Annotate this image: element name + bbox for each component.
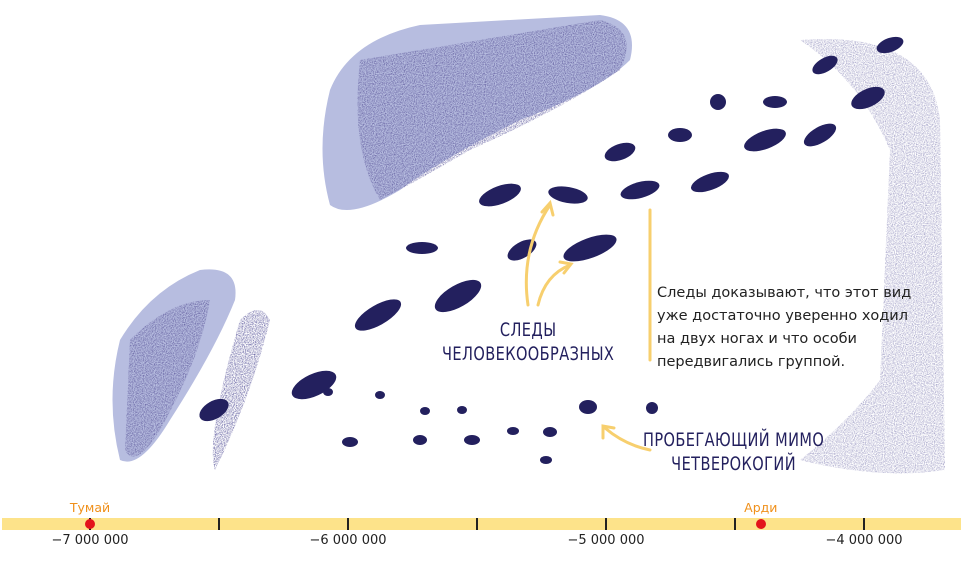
label-line: ПРОБЕГАЮЩИЙ МИМО: [643, 429, 825, 451]
timeline-tick: [347, 518, 349, 530]
quadruped-footprints: [323, 388, 658, 464]
scatter-right: [800, 39, 945, 474]
rock-slab-top: [322, 15, 632, 210]
rock-slab-left: [112, 269, 270, 470]
timeline-tick: [476, 518, 478, 530]
timeline-tick-label: −4 000 000: [825, 533, 903, 548]
timeline-tick: [605, 518, 607, 530]
timeline-tick: [863, 518, 865, 530]
event-marker: [755, 519, 766, 529]
event-label: Арди: [744, 500, 778, 515]
explanation-note: Следы доказывают, что этот вид уже доста…: [657, 285, 912, 370]
timeline-tick: [218, 518, 220, 530]
timeline-tick-label: −5 000 000: [567, 533, 645, 548]
timeline-bar: [2, 518, 961, 530]
label-quadruped: ПРОБЕГАЮЩИЙ МИМО ЧЕТВЕРОКОГИЙ: [643, 428, 824, 476]
timeline-tick-label: −7 000 000: [51, 533, 129, 548]
event-label: Тумай: [69, 500, 111, 515]
label-line: ЧЕЛОВЕКООБРАЗНЫХ: [442, 343, 615, 365]
label-line: СЛЕДЫ: [499, 319, 557, 341]
arrows: [524, 199, 652, 452]
timeline: −7 000 000 −6 000 000 −5 000 000 −4 000 000…: [0, 500, 963, 566]
event-marker: [85, 519, 95, 529]
footprints-illustration: [112, 15, 945, 474]
label-line: ЧЕТВЕРОКОГИЙ: [671, 453, 796, 475]
label-hominin-footprints: СЛЕДЫ ЧЕЛОВЕКООБРАЗНЫХ: [442, 318, 614, 366]
timeline-tick-label: −6 000 000: [309, 533, 387, 548]
hominin-footprints: [199, 36, 904, 422]
timeline-tick: [734, 518, 736, 530]
